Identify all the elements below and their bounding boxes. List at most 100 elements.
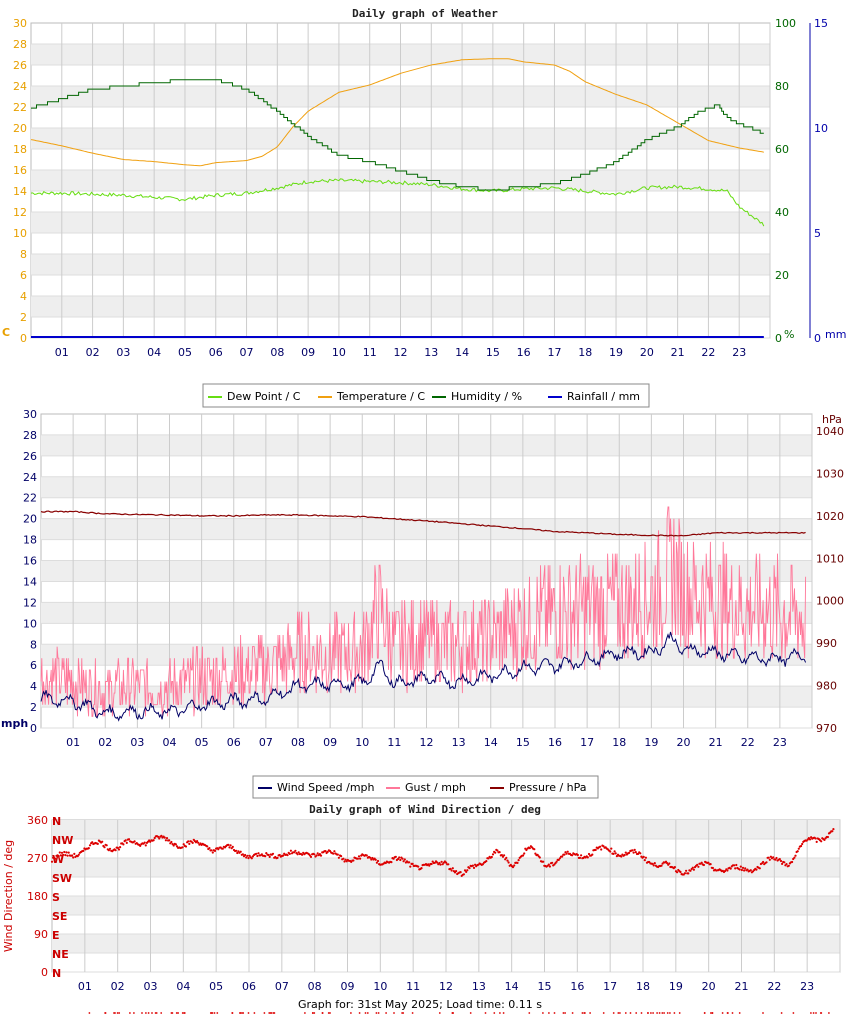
- y-tick-label: 6: [20, 269, 27, 282]
- direction-point: [394, 855, 397, 858]
- pressure-unit-label: hPa: [822, 413, 842, 426]
- direction-point: [571, 854, 574, 857]
- direction-point-outlier: [129, 1012, 131, 1014]
- direction-point-outlier: [640, 1012, 643, 1014]
- direction-point: [785, 863, 788, 866]
- x-tick-label: 06: [209, 346, 223, 359]
- direction-point-outlier: [810, 1012, 812, 1014]
- direction-point: [375, 861, 378, 864]
- y-tick-label: 20: [23, 513, 37, 526]
- direction-point: [65, 851, 68, 854]
- direction-point-outlier: [327, 1012, 330, 1014]
- direction-point-outlier: [375, 1012, 378, 1014]
- direction-point: [449, 867, 452, 871]
- direction-point: [538, 856, 541, 859]
- y-axis-label: Wind Direction / deg: [2, 840, 15, 952]
- direction-point: [187, 840, 190, 843]
- direction-point: [517, 859, 520, 862]
- x-tick-label: 02: [86, 346, 100, 359]
- y-tick-label: 2: [30, 701, 37, 714]
- compass-label: S: [52, 891, 60, 904]
- direction-point-outlier: [151, 1012, 153, 1014]
- x-tick-label: 03: [116, 346, 130, 359]
- direction-point-outlier: [792, 1012, 795, 1014]
- pressure-tick-label: 970: [816, 722, 837, 735]
- direction-point: [783, 861, 786, 864]
- direction-point-outlier: [241, 1012, 243, 1014]
- legend-label: Humidity / %: [451, 390, 522, 403]
- pressure-tick-label: 1010: [816, 552, 844, 565]
- direction-point: [744, 867, 747, 870]
- humidity-tick-label: 100: [775, 17, 796, 30]
- direction-point: [506, 859, 509, 862]
- x-tick-label: 18: [578, 346, 592, 359]
- direction-point: [168, 839, 171, 842]
- x-tick-label: 19: [669, 980, 683, 993]
- direction-point-outlier: [216, 1012, 219, 1014]
- direction-point-outlier: [542, 1012, 544, 1014]
- direction-point: [468, 867, 471, 870]
- direction-point: [462, 873, 465, 876]
- direction-point: [507, 861, 510, 864]
- direction-point: [440, 860, 443, 863]
- direction-point: [297, 851, 300, 854]
- direction-point-outlier: [564, 1012, 566, 1014]
- direction-point: [114, 849, 117, 852]
- y-tick-label: 90: [34, 928, 48, 941]
- direction-point: [455, 870, 458, 873]
- direction-point: [58, 851, 61, 854]
- x-tick-label: 12: [394, 346, 408, 359]
- direction-point: [639, 852, 642, 855]
- wind-pressure-chart-grid: [40, 413, 813, 729]
- direction-point-outlier: [721, 1012, 724, 1014]
- direction-point: [522, 854, 525, 857]
- direction-point: [726, 869, 729, 872]
- pressure-tick-label: 1000: [816, 595, 844, 608]
- direction-point: [116, 846, 119, 850]
- direction-point: [294, 849, 297, 852]
- x-tick-label: 07: [259, 736, 273, 749]
- direction-point: [548, 865, 552, 868]
- direction-point: [411, 862, 414, 866]
- wind-direction-chart-grid: [51, 819, 841, 973]
- y-tick-label: 28: [23, 429, 37, 442]
- direction-point-outlier: [141, 1012, 143, 1014]
- direction-point: [505, 856, 508, 860]
- direction-point: [823, 838, 826, 842]
- direction-point: [153, 836, 156, 840]
- direction-point: [450, 869, 453, 872]
- direction-point: [88, 844, 92, 847]
- direction-point: [144, 844, 147, 847]
- direction-point-outlier: [711, 1012, 714, 1014]
- direction-point: [247, 857, 250, 860]
- direction-point: [217, 848, 220, 851]
- direction-point: [614, 852, 617, 855]
- direction-point: [755, 868, 758, 871]
- direction-point: [775, 856, 778, 860]
- x-tick-label: 06: [242, 980, 256, 993]
- direction-point: [628, 851, 631, 855]
- direction-point: [309, 855, 313, 859]
- direction-point-outlier: [815, 1012, 817, 1014]
- direction-point: [734, 867, 737, 870]
- direction-point: [685, 869, 688, 872]
- direction-point-outlier: [211, 1012, 214, 1014]
- direction-point: [438, 861, 441, 865]
- series-line-humidity: [31, 79, 764, 191]
- x-tick-label: 08: [291, 736, 305, 749]
- y-tick-label: 18: [13, 143, 27, 156]
- direction-point: [293, 851, 296, 854]
- x-tick-label: 04: [176, 980, 190, 993]
- direction-point-outlier: [553, 1012, 556, 1014]
- direction-point: [558, 857, 562, 860]
- pressure-tick-label: 1030: [816, 467, 844, 480]
- direction-point-outlier: [104, 1012, 107, 1014]
- direction-point: [376, 859, 380, 863]
- direction-point-outlier: [402, 1012, 405, 1014]
- direction-point: [359, 857, 362, 860]
- direction-point-outlier: [350, 1012, 352, 1014]
- direction-point: [557, 858, 560, 862]
- direction-point-outlier: [619, 1012, 621, 1014]
- compass-label: N: [52, 967, 61, 980]
